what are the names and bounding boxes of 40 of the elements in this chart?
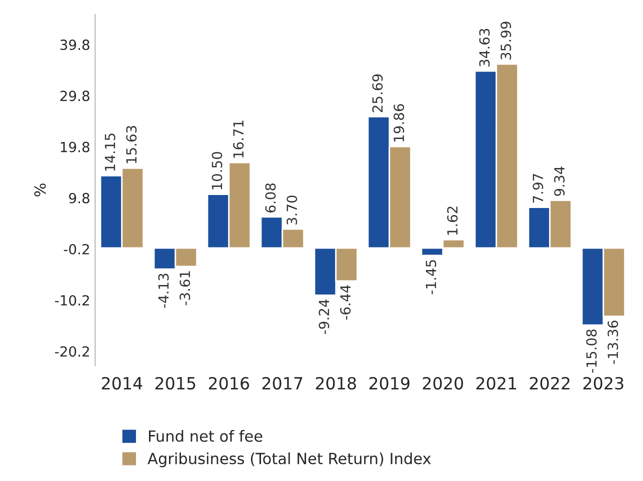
text: -1.45 xyxy=(426,260,436,294)
text: 6.08 xyxy=(265,183,276,212)
x-tick-label: 2020 xyxy=(422,376,463,390)
text: -4.13 xyxy=(158,274,169,308)
text: -13.36 xyxy=(608,320,618,364)
y-tick-label: -0.2 xyxy=(64,244,89,254)
y-tick-label: 19.8 xyxy=(60,142,90,152)
y-tick-label: 9.8 xyxy=(69,192,90,204)
text: 19.86 xyxy=(394,104,404,142)
text: -6.44 xyxy=(340,285,351,320)
x-tick-label: 2021 xyxy=(476,376,516,390)
text: 16.71 xyxy=(233,120,244,158)
text: 15.63 xyxy=(126,126,137,164)
text: 10.50 xyxy=(212,152,222,190)
text: 14.15 xyxy=(104,134,116,171)
y-tick-label: -20.2 xyxy=(55,346,89,357)
text: 25.69 xyxy=(372,74,383,112)
text: 3.70 xyxy=(286,196,298,225)
x-tick-label: 2016 xyxy=(208,376,250,390)
x-tick-label: 2015 xyxy=(155,376,196,390)
legend-label: Fund net of fee xyxy=(149,430,262,442)
y-tick-label: 39.8 xyxy=(60,40,90,50)
x-tick-label: 2022 xyxy=(530,376,570,390)
x-tick-label: 2018 xyxy=(316,376,356,390)
y-tick-label: -10.2 xyxy=(55,295,89,306)
text: -15.08 xyxy=(586,330,597,373)
text: 1.62 xyxy=(447,206,458,235)
text: 34.63 xyxy=(479,28,490,66)
text: 7.97 xyxy=(532,174,544,203)
x-tick-label: 2014 xyxy=(102,376,142,390)
y-tick-label: 29.8 xyxy=(60,90,90,102)
x-tick-label: 2019 xyxy=(369,376,410,390)
text: -9.24 xyxy=(318,300,330,334)
text: -3.61 xyxy=(180,271,190,306)
x-tick-label: 2017 xyxy=(262,376,302,390)
x-tick-label: 2023 xyxy=(583,376,624,390)
text: 35.99 xyxy=(500,22,512,60)
legend-label: Agribusiness (Total Net Return) Index xyxy=(148,452,431,468)
text: 9.34 xyxy=(554,166,565,196)
y-axis-title: % xyxy=(34,184,46,196)
